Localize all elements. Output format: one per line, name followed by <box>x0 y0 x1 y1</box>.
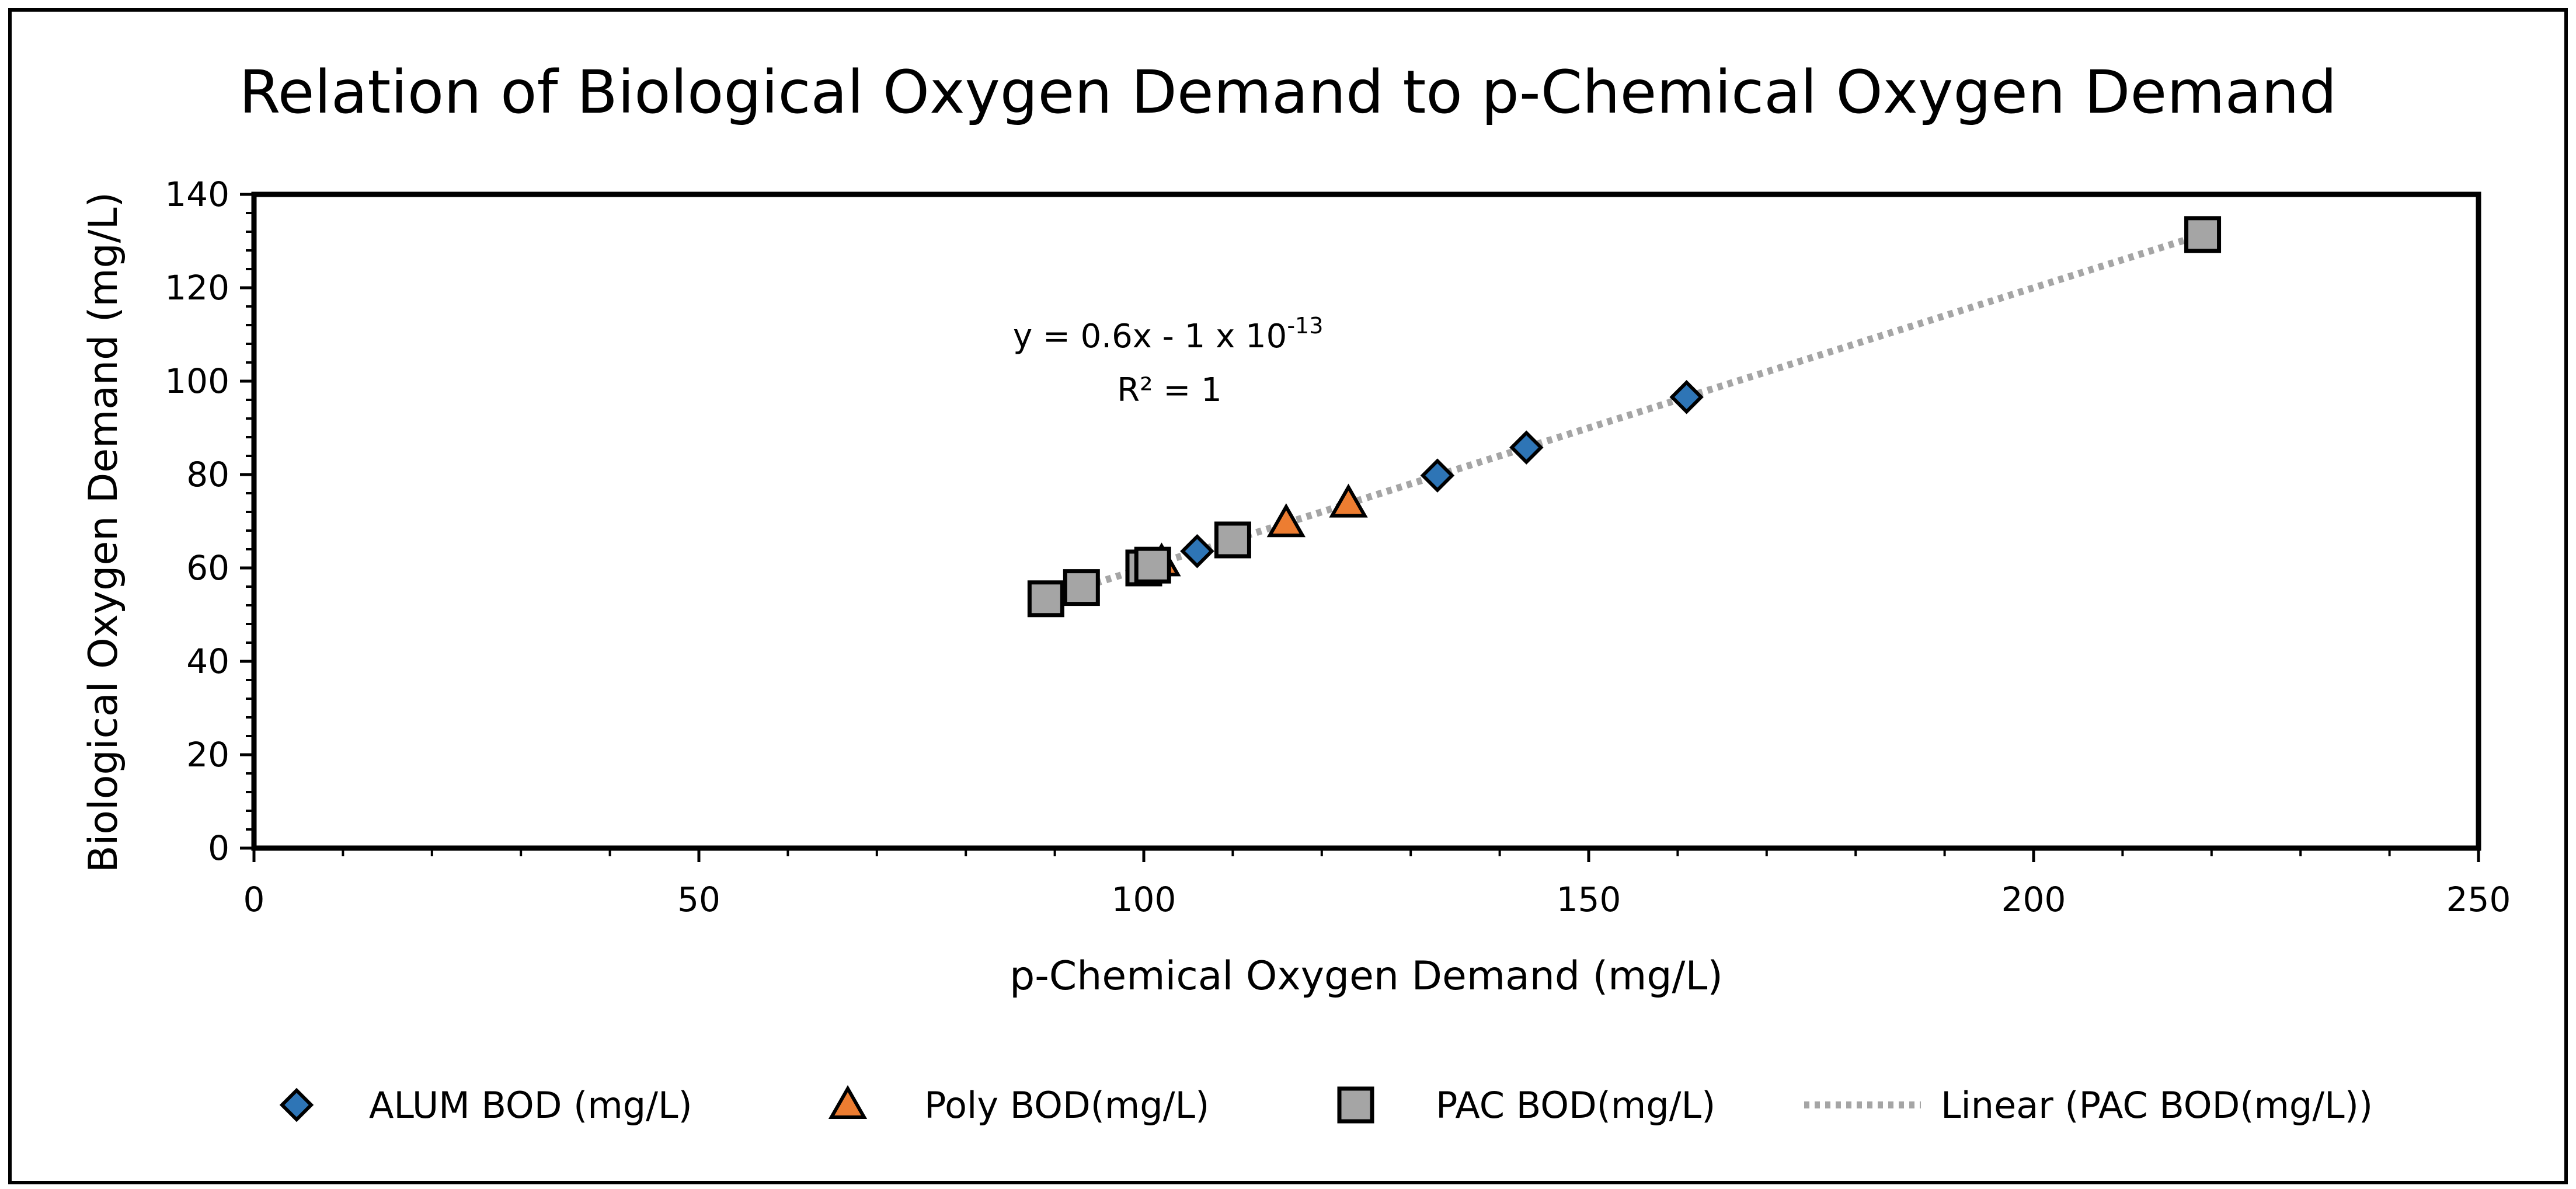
legend-label: PAC BOD(mg/L) <box>1436 1084 1715 1127</box>
equation-main: y = 0.6x - 1 x 10 <box>1013 318 1287 355</box>
x-tick-label: 200 <box>2001 880 2066 919</box>
diamond-data-point <box>1420 458 1455 493</box>
triangle-data-point <box>1329 483 1368 518</box>
equation-text: y = 0.6x - 1 x 10-13 <box>1013 313 1323 355</box>
square-data-point <box>1027 580 1064 618</box>
plot-area <box>251 191 2481 851</box>
chart-title: Relation of Biological Oxygen Demand to … <box>239 58 2337 127</box>
legend-item: Linear (PAC BOD(mg/L)) <box>1804 1084 2373 1127</box>
series-square <box>1027 216 2222 618</box>
legend-item: PAC BOD(mg/L) <box>1337 1084 1715 1127</box>
y-tick-label: 80 <box>186 455 229 494</box>
legend-label: ALUM BOD (mg/L) <box>369 1084 692 1127</box>
chart-frame <box>8 8 2568 1184</box>
x-tick-label: 0 <box>243 880 265 919</box>
y-tick-label: 40 <box>186 641 229 681</box>
x-tick-label: 250 <box>2446 880 2511 919</box>
y-tick-label: 100 <box>165 361 229 401</box>
square-data-point <box>1134 546 1171 584</box>
square-data-point <box>2184 216 2222 253</box>
diamond-data-point <box>1669 379 1704 414</box>
triangle-data-point <box>1266 503 1306 538</box>
y-axis-label: Biological Oxygen Demand (mg/L) <box>81 192 127 873</box>
y-axis-ticks: 0 20 40 60 80 100 120 140 <box>165 175 254 868</box>
diamond-data-point <box>1509 430 1544 465</box>
square-data-point <box>1214 521 1251 559</box>
x-tick-label: 100 <box>1112 880 1176 919</box>
x-tick-label: 150 <box>1557 880 1621 919</box>
legend-diamond-marker <box>279 1087 314 1122</box>
x-axis-label: p-Chemical Oxygen Demand (mg/L) <box>1009 953 1723 999</box>
square-data-point <box>1063 569 1100 606</box>
y-tick-label: 120 <box>165 268 229 308</box>
diamond-data-point <box>1180 534 1214 569</box>
y-tick-label: 0 <box>208 828 229 868</box>
x-tick-label: 50 <box>677 880 720 919</box>
r-squared-text: R² = 1 <box>1117 371 1222 409</box>
legend: ALUM BOD (mg/L) Poly BOD(mg/L) PAC BOD(mg/… <box>279 1084 2373 1127</box>
series-triangle <box>1142 483 1368 577</box>
legend-triangle-marker <box>828 1085 868 1119</box>
x-axis-ticks: 0 50 100 150 200 250 <box>243 848 2511 919</box>
y-tick-label: 20 <box>186 735 229 775</box>
equation-exponent: -13 <box>1287 313 1323 339</box>
y-tick-label: 60 <box>186 548 229 588</box>
legend-item: Poly BOD(mg/L) <box>828 1084 1209 1127</box>
legend-label: Linear (PAC BOD(mg/L)) <box>1941 1084 2373 1127</box>
plot-border <box>251 191 2481 851</box>
trendline-equation: y = 0.6x - 1 x 10-13 R² = 1 <box>1013 313 1323 409</box>
data-points <box>1027 216 2222 618</box>
legend-label: Poly BOD(mg/L) <box>924 1084 1209 1127</box>
y-tick-label: 140 <box>165 175 229 214</box>
legend-item: ALUM BOD (mg/L) <box>279 1084 692 1127</box>
legend-square-marker <box>1337 1086 1374 1124</box>
